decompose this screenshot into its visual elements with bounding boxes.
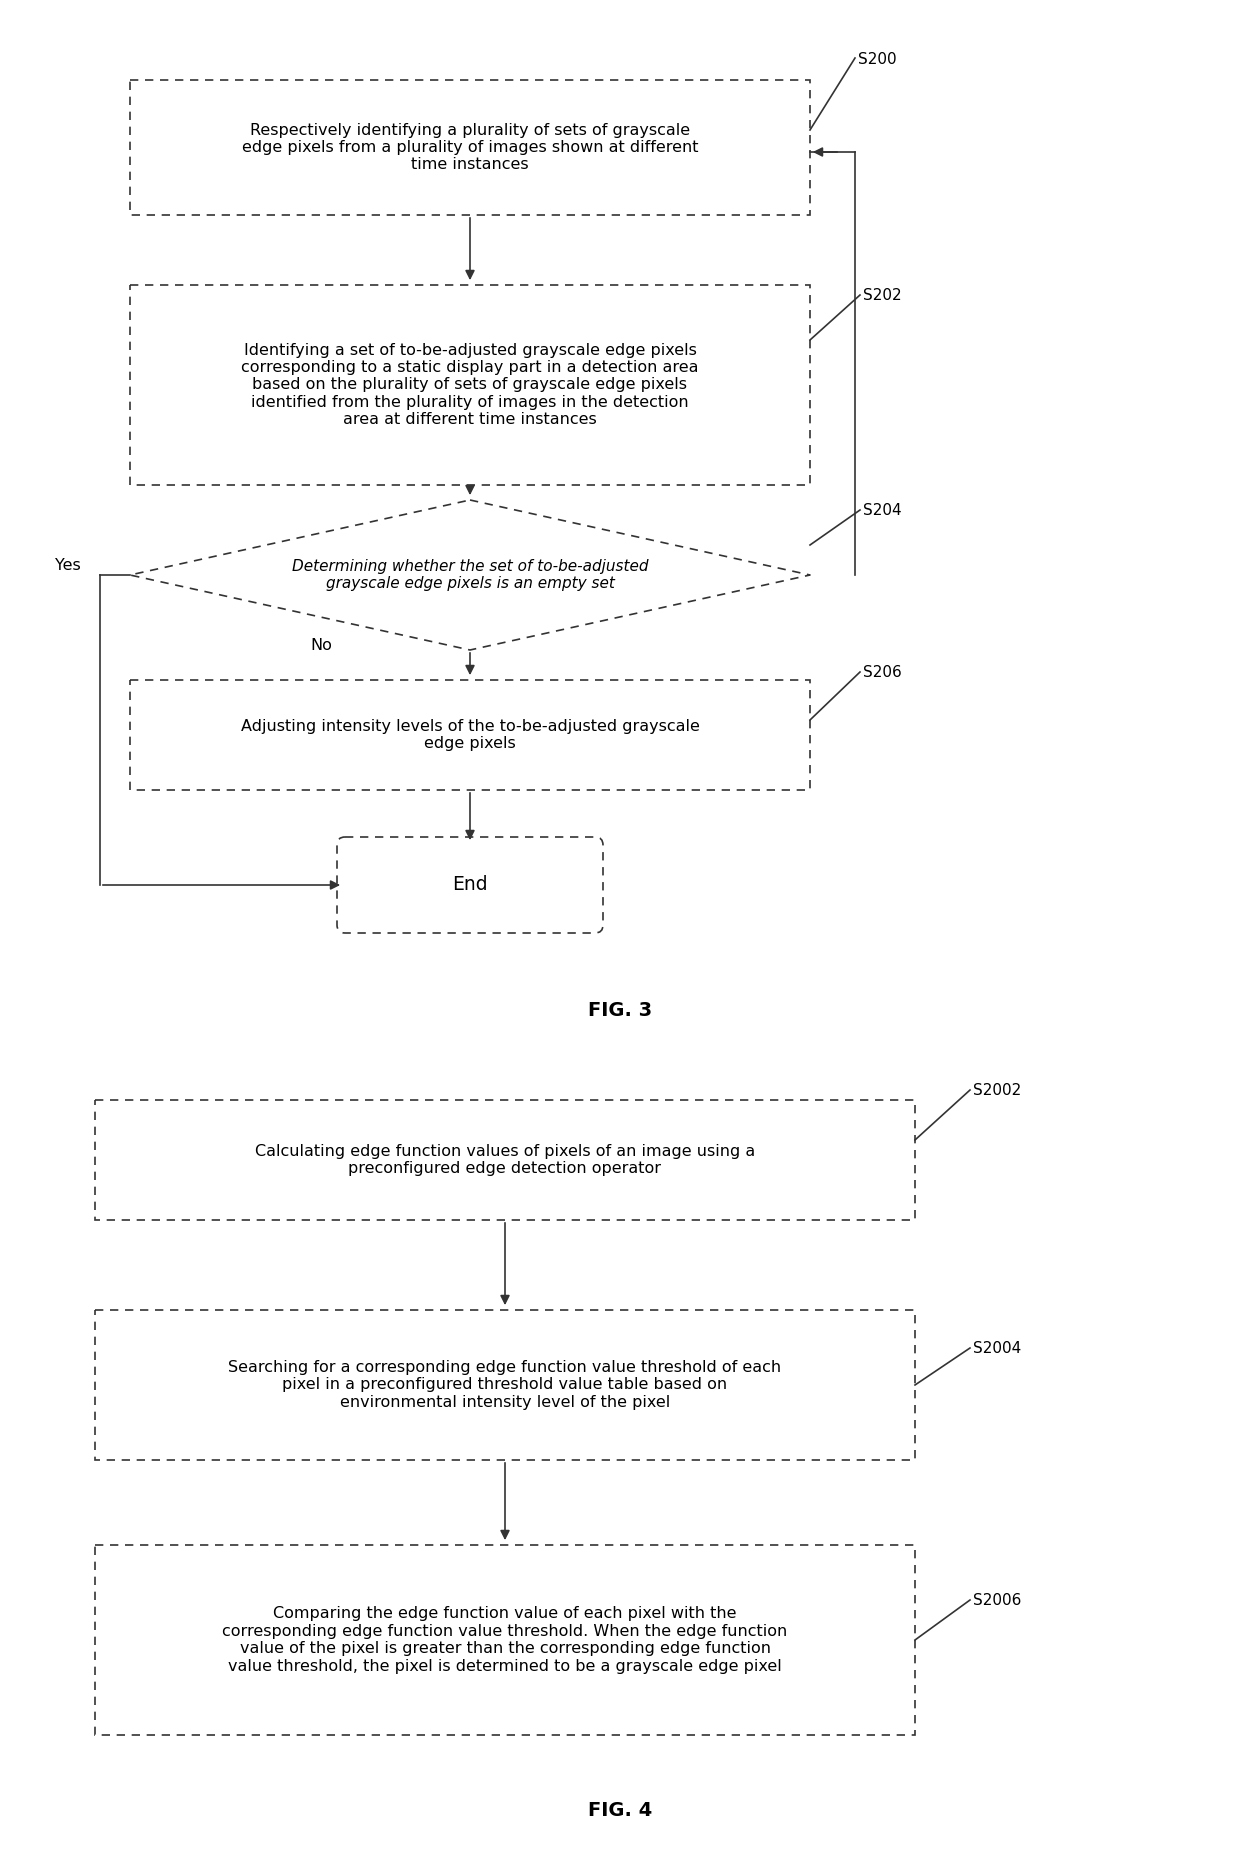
Text: S200: S200 — [858, 52, 897, 67]
Text: S202: S202 — [863, 288, 901, 303]
Bar — [95, 1545, 915, 1735]
Text: Comparing the edge function value of each pixel with the
corresponding edge func: Comparing the edge function value of eac… — [222, 1606, 787, 1674]
Text: Identifying a set of to-be-adjusted grayscale edge pixels
corresponding to a sta: Identifying a set of to-be-adjusted gray… — [242, 342, 699, 428]
Bar — [95, 1100, 915, 1219]
Text: S2004: S2004 — [973, 1341, 1022, 1356]
Text: Calculating edge function values of pixels of an image using a
preconfigured edg: Calculating edge function values of pixe… — [255, 1144, 755, 1176]
Bar — [130, 284, 810, 484]
FancyBboxPatch shape — [337, 838, 603, 933]
Text: Yes: Yes — [55, 557, 81, 572]
Text: S2002: S2002 — [973, 1083, 1022, 1098]
Bar — [130, 681, 810, 789]
Text: FIG. 3: FIG. 3 — [588, 1000, 652, 1019]
Text: Searching for a corresponding edge function value threshold of each
pixel in a p: Searching for a corresponding edge funct… — [228, 1359, 781, 1410]
Text: FIG. 4: FIG. 4 — [588, 1801, 652, 1820]
Text: S2006: S2006 — [973, 1593, 1022, 1608]
Bar — [130, 80, 810, 215]
Text: End: End — [453, 875, 487, 894]
Text: Adjusting intensity levels of the to-be-adjusted grayscale
edge pixels: Adjusting intensity levels of the to-be-… — [241, 718, 699, 752]
Bar — [95, 1311, 915, 1460]
Text: No: No — [310, 638, 332, 653]
Text: Respectively identifying a plurality of sets of grayscale
edge pixels from a plu: Respectively identifying a plurality of … — [242, 123, 698, 172]
Text: S204: S204 — [863, 503, 901, 518]
Text: Determining whether the set of to-be-adjusted
grayscale edge pixels is an empty : Determining whether the set of to-be-adj… — [291, 559, 649, 591]
Text: S206: S206 — [863, 666, 901, 681]
